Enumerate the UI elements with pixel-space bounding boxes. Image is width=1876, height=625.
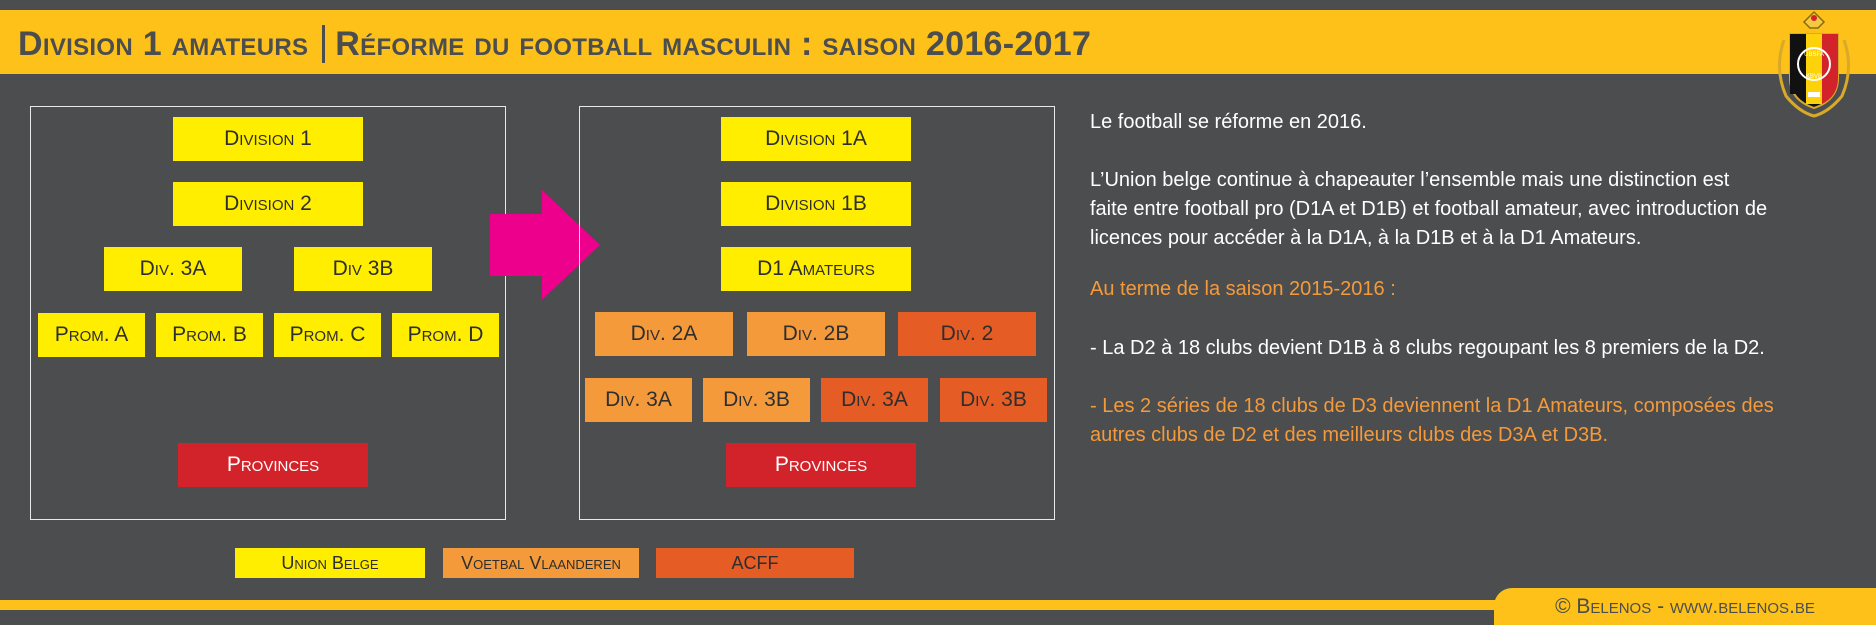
legend-union-belge: Union Belge — [235, 548, 425, 578]
union-paragraph-line-3: licences pour accéder à la D1A, à la D1B… — [1090, 227, 1642, 249]
season-heading: Au terme de la saison 2015-2016 : — [1090, 278, 1396, 300]
before-prom-d: Prom. D — [392, 313, 499, 357]
top-strip — [0, 0, 1876, 10]
header-bar: Division 1 amateurs Réforme du football m… — [0, 10, 1876, 74]
legend-voetbal-vlaanderen: Voetbal Vlaanderen — [443, 548, 639, 578]
after-division-1a: Division 1A — [721, 117, 911, 161]
d3-change-line-2: autres clubs de D2 et des meilleurs club… — [1090, 424, 1609, 446]
crest-bottom-text: KBVB — [1806, 74, 1822, 80]
intro-paragraph: Le football se réforme en 2016. — [1090, 111, 1367, 133]
after-div-3b-vv: Div. 3B — [703, 378, 810, 422]
bottom-bar — [0, 600, 1876, 610]
d2-change-text: - La D2 à 18 clubs devient D1B à 8 clubs… — [1090, 337, 1765, 359]
after-provinces: Provinces — [726, 443, 916, 487]
after-diagram-frame — [579, 106, 1055, 520]
copyright-tab: © Belenos - www.belenos.be — [1494, 588, 1876, 625]
after-div-3b-acff: Div. 3B — [940, 378, 1047, 422]
arrow-right-icon — [490, 190, 600, 300]
d3-change-paragraph: - Les 2 séries de 18 clubs de D3 devienn… — [1090, 392, 1850, 450]
before-prom-a: Prom. A — [38, 313, 145, 357]
after-division-1b: Division 1B — [721, 182, 911, 226]
page-title: Division 1 amateurs Réforme du football m… — [18, 22, 1091, 66]
legend-acff: ACFF — [656, 548, 854, 578]
before-diagram-frame — [30, 106, 506, 520]
after-div-3a-acff: Div. 3A — [821, 378, 928, 422]
before-div-3a: Div. 3A — [104, 247, 242, 291]
d3-change-line-1: - Les 2 séries de 18 clubs de D3 devienn… — [1090, 395, 1774, 417]
after-div-2b: Div. 2B — [747, 312, 885, 356]
after-div-2a: Div. 2A — [595, 312, 733, 356]
title-left: Division 1 amateurs — [18, 25, 309, 63]
crest-top-text: UBSFA — [1804, 52, 1824, 58]
union-paragraph: L’Union belge continue à chapeauter l’en… — [1090, 166, 1850, 253]
union-paragraph-line-2: faite entre football pro (D1A et D1B) et… — [1090, 198, 1768, 220]
before-div-3b: Div 3B — [294, 247, 432, 291]
before-division-1: Division 1 — [173, 117, 363, 161]
before-provinces: Provinces — [178, 443, 368, 487]
belgian-football-crest-icon: UBSFA KBVB — [1778, 10, 1850, 118]
title-separator — [322, 25, 326, 64]
after-div-2: Div. 2 — [898, 312, 1036, 356]
title-right: Réforme du football masculin : saison 20… — [335, 25, 1092, 63]
before-division-2: Division 2 — [173, 182, 363, 226]
after-d1-amateurs: D1 Amateurs — [721, 247, 911, 291]
before-prom-c: Prom. C — [274, 313, 381, 357]
union-paragraph-line-1: L’Union belge continue à chapeauter l’en… — [1090, 169, 1730, 191]
before-prom-b: Prom. B — [156, 313, 263, 357]
after-div-3a-vv: Div. 3A — [585, 378, 692, 422]
